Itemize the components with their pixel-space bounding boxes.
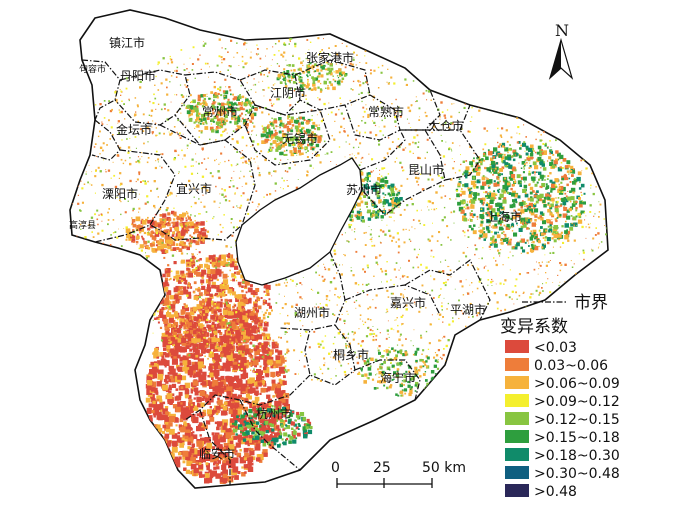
boundary-legend-label: 市界 bbox=[574, 293, 608, 313]
label-taicang: 太仓市 bbox=[428, 118, 464, 133]
legend-label-3: >0.09~0.12 bbox=[534, 394, 620, 410]
legend-title: 变异系数 bbox=[500, 317, 568, 337]
taihu-lake bbox=[235, 157, 363, 286]
label-huzhou: 湖州市 bbox=[294, 305, 330, 320]
label-linan: 临安市 bbox=[199, 446, 235, 461]
legend-label-5: >0.15~0.18 bbox=[534, 430, 620, 446]
value-raster bbox=[70, 22, 608, 484]
label-kunshan: 昆山市 bbox=[408, 162, 444, 177]
label-jintan: 金坛市 bbox=[116, 122, 152, 137]
legend-swatch-2 bbox=[505, 376, 529, 389]
label-changzhou: 常州市 bbox=[202, 104, 238, 119]
legend-swatch-3 bbox=[505, 394, 529, 407]
label-pinghu: 平湖市 bbox=[450, 302, 486, 317]
label-hangzhou: 杭州市 bbox=[256, 406, 292, 421]
legend-label-2: >0.06~0.09 bbox=[534, 376, 620, 392]
label-haining: 海宁市 bbox=[380, 370, 416, 385]
scale-bar: 0 25 50 km bbox=[331, 460, 466, 488]
label-danyang: 丹阳市 bbox=[120, 68, 156, 83]
north-label: N bbox=[555, 21, 569, 40]
label-yixing: 宜兴市 bbox=[176, 181, 212, 196]
label-changshu: 常熟市 bbox=[368, 104, 404, 119]
label-zhangjiagang: 张家港市 bbox=[306, 50, 354, 65]
legend-label-8: >0.48 bbox=[534, 484, 577, 500]
north-arrow: N bbox=[548, 21, 574, 80]
city-labels: 镇江市 句容市 丹阳市 金坛市 常州市 江阴市 张家港市 常熟市 太仓市 无锡市… bbox=[69, 35, 522, 461]
scale-tick-25: 25 bbox=[373, 460, 391, 476]
legend-swatch-7 bbox=[505, 466, 529, 479]
legend-swatch-6 bbox=[505, 448, 529, 461]
scale-tick-0: 0 bbox=[331, 460, 340, 476]
label-gaochun: 高淳县 bbox=[69, 219, 96, 231]
city-boundaries bbox=[81, 59, 491, 485]
label-jiangyin: 江阴市 bbox=[270, 85, 306, 100]
label-suzhou: 苏州市 bbox=[346, 182, 382, 197]
label-jurong: 句容市 bbox=[79, 63, 106, 75]
label-wuxi: 无锡市 bbox=[282, 131, 318, 146]
legend-swatch-8 bbox=[505, 484, 529, 497]
legend-swatch-1 bbox=[505, 358, 529, 371]
legend-label-4: >0.12~0.15 bbox=[534, 412, 620, 428]
label-shanghai: 上海市 bbox=[486, 209, 522, 224]
legend: 市界 变异系数 <0.03 0.03~0.06 >0.06~0.09 >0.09~0.… bbox=[500, 293, 620, 500]
legend-label-6: >0.18~0.30 bbox=[534, 448, 620, 464]
label-liyang: 溧阳市 bbox=[102, 186, 138, 201]
label-jiaxing: 嘉兴市 bbox=[390, 295, 426, 310]
legend-items: <0.03 0.03~0.06 >0.06~0.09 >0.09~0.12 >0.12~… bbox=[505, 340, 620, 500]
label-zhenjiang: 镇江市 bbox=[109, 35, 145, 50]
legend-swatch-5 bbox=[505, 430, 529, 443]
label-tongxiang: 桐乡市 bbox=[333, 347, 369, 362]
legend-swatch-0 bbox=[505, 340, 529, 353]
legend-label-0: <0.03 bbox=[534, 340, 577, 356]
scale-tick-50: 50 km bbox=[422, 460, 466, 476]
legend-label-1: 0.03~0.06 bbox=[534, 358, 608, 374]
legend-label-7: >0.30~0.48 bbox=[534, 466, 620, 482]
legend-swatch-4 bbox=[505, 412, 529, 425]
